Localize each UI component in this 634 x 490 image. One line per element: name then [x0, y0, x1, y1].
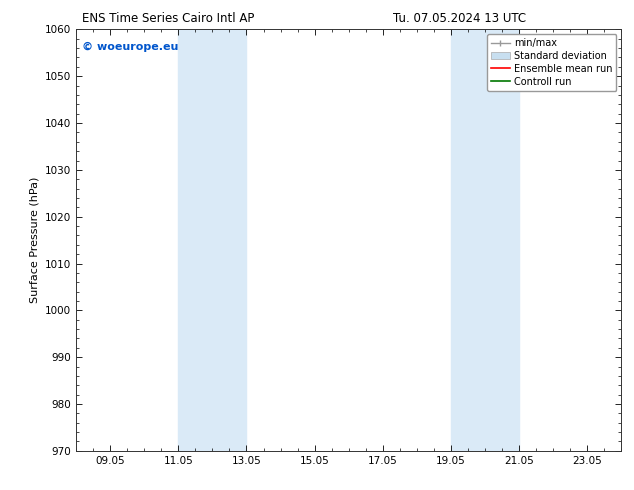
Text: Tu. 07.05.2024 13 UTC: Tu. 07.05.2024 13 UTC [393, 12, 526, 25]
Legend: min/max, Standard deviation, Ensemble mean run, Controll run: min/max, Standard deviation, Ensemble me… [487, 34, 616, 91]
Text: © woeurope.eu: © woeurope.eu [82, 42, 178, 52]
Text: ENS Time Series Cairo Intl AP: ENS Time Series Cairo Intl AP [82, 12, 255, 25]
Bar [451, 29, 519, 451]
Bar [178, 29, 247, 451]
Y-axis label: Surface Pressure (hPa): Surface Pressure (hPa) [29, 177, 39, 303]
